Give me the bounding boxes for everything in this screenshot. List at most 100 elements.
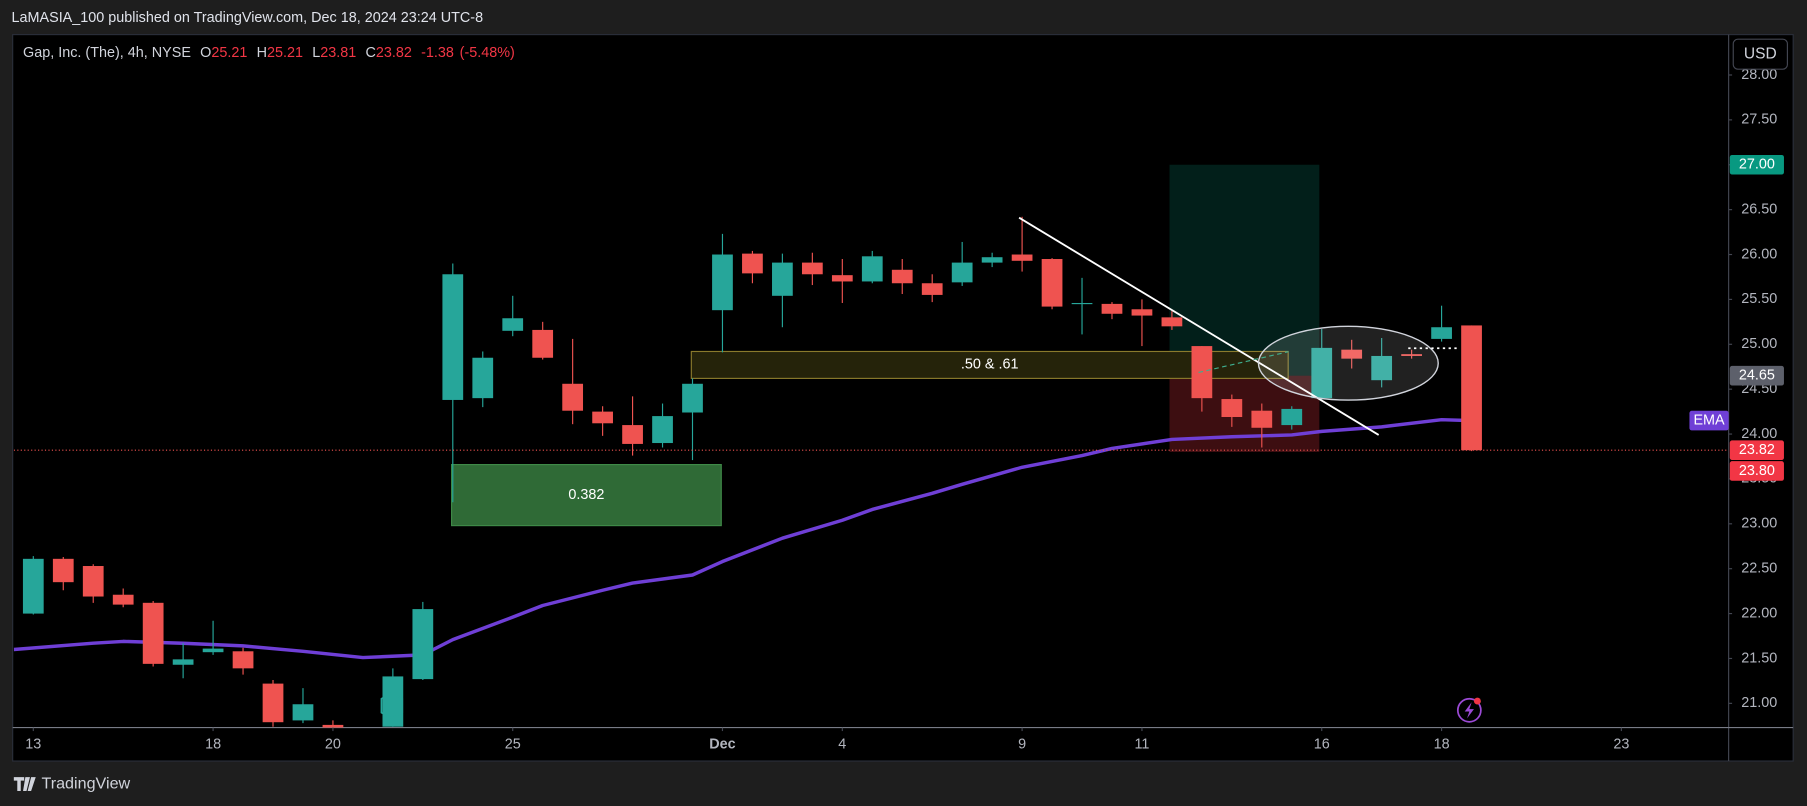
price-badge (1729, 365, 1784, 386)
currency[interactable]: USD (1744, 45, 1777, 62)
x-tick-label: 25 (505, 737, 521, 753)
candle-body (82, 566, 104, 597)
candle-body (412, 609, 434, 680)
price-badge-label: 23.80 (1739, 463, 1775, 479)
price-badge-label: 27.00 (1739, 157, 1775, 173)
low-label: L (312, 45, 320, 61)
change-percent: (-5.48%) (460, 45, 515, 61)
alert-icon[interactable] (1456, 697, 1482, 723)
candle-body (1341, 349, 1363, 359)
x-tick-label: 20 (325, 737, 341, 753)
alert-bolt (1464, 702, 1474, 719)
candle-body (1101, 303, 1123, 314)
candle-body (442, 274, 464, 400)
candle-body (262, 683, 284, 723)
y-tick-label: 24.00 (1741, 426, 1777, 442)
y-tick-label: 23.00 (1741, 516, 1777, 532)
x-tick-label: 11 (1134, 737, 1149, 753)
currency-button[interactable] (1732, 38, 1788, 70)
zone (690, 350, 1289, 379)
candle-body (172, 659, 194, 665)
candle-body (622, 425, 643, 444)
low-value: 23.81 (320, 45, 356, 61)
symbol: Gap, Inc. (The), 4h, NYSE (23, 45, 191, 61)
zone-label: .50 & .61 (961, 357, 1019, 373)
x-tick-label: Dec (709, 737, 735, 753)
candle-body (1371, 355, 1393, 381)
high-label: H (257, 45, 267, 61)
ema-badge (1689, 410, 1729, 431)
candle-body (472, 357, 494, 399)
x-tick-label: 13 (25, 737, 41, 753)
price-badge (1729, 461, 1784, 481)
candle-body (712, 254, 733, 311)
candle-body (52, 558, 74, 583)
candle-body (22, 558, 44, 614)
candle-body (921, 283, 943, 295)
publish-info: LaMASIA_100 published on TradingView.com… (12, 10, 484, 26)
y-tick-label: 22.50 (1741, 560, 1777, 576)
price-badge (1729, 440, 1784, 461)
earnings-icon[interactable] (380, 692, 404, 720)
x-tick-label: 18 (1434, 737, 1450, 753)
x-tick-label: 18 (205, 737, 221, 753)
y-tick-label: 21.50 (1741, 650, 1777, 666)
candle-body (292, 704, 314, 721)
high-value: 25.21 (267, 45, 303, 61)
candle-body (831, 275, 853, 282)
candle-body (891, 269, 913, 284)
alert-dot (1473, 697, 1481, 705)
x-tick-label: 23 (1613, 737, 1629, 753)
y-tick-label: 22.00 (1741, 605, 1777, 621)
ema-badge-label: EMA (1693, 412, 1725, 428)
price-badges: 27.00 24.65 23.82 23.80 EMA (1689, 154, 1784, 481)
candle-body (1161, 317, 1183, 327)
candle-body (682, 383, 703, 413)
tv-logo-mark (13, 777, 36, 792)
candle-body (981, 257, 1003, 263)
candle-body (1251, 410, 1273, 428)
axes: 21.0021.5022.0022.5023.0023.5024.0024.50… (25, 67, 1777, 753)
y-tick-label: 26.50 (1741, 201, 1777, 217)
chart-area (12, 34, 1794, 762)
y-tick-label: 27.50 (1741, 112, 1777, 128)
price-badge-label: 24.65 (1739, 368, 1775, 384)
plot: 0.382 .50 & .61 (13, 164, 1729, 728)
y-tick-label: 25.50 (1741, 291, 1777, 307)
legend: Gap, Inc. (The), 4h, NYSE O25.21 H25.21 L23… (23, 45, 515, 61)
candle-body (861, 256, 883, 282)
candle-body (772, 262, 793, 296)
x-tick-label: 4 (838, 737, 846, 753)
candle-body (1401, 354, 1422, 356)
zone (451, 463, 722, 527)
position-line (1198, 351, 1289, 374)
candle-body (1311, 347, 1333, 399)
candle-body (532, 329, 554, 358)
candle-body (652, 416, 673, 444)
price-badge-label: 23.82 (1739, 442, 1775, 458)
earnings-icon-letter[interactable]: E (388, 699, 396, 713)
candle-body (592, 411, 613, 424)
candle-body (1431, 327, 1452, 339)
candle-body (202, 648, 224, 653)
zone-label: 0.382 (568, 487, 604, 503)
open-label: O (200, 45, 211, 61)
candle-body (1071, 302, 1093, 305)
y-tick-label: 21.00 (1741, 695, 1777, 711)
candle-body (1041, 259, 1063, 307)
y-tick-label: 28.00 (1741, 67, 1777, 83)
change: -1.38 (421, 45, 454, 61)
close-value: 23.82 (376, 45, 412, 61)
candle-body (562, 383, 584, 411)
candle-body (951, 262, 973, 283)
x-tick-label: 9 (1018, 737, 1026, 753)
candle-body (322, 724, 344, 728)
y-tick-label: 26.00 (1741, 246, 1777, 262)
x-tick-label: 16 (1314, 737, 1330, 753)
candle-body (232, 651, 254, 669)
overlay: E (380, 325, 1482, 723)
y-tick-label: 25.00 (1741, 336, 1777, 352)
price-badge (1729, 154, 1784, 175)
